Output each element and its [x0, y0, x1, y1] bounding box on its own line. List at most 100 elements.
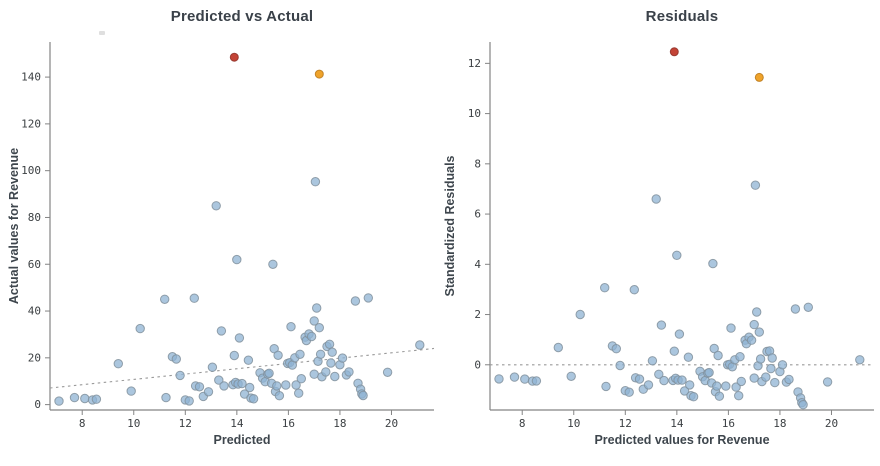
observations-point — [113, 359, 124, 369]
y-tick-label: 120 — [21, 117, 41, 130]
y-tick-label: 6 — [474, 208, 481, 221]
observations-point — [770, 377, 780, 388]
y-tick-label: 140 — [21, 71, 41, 84]
observations-point — [264, 368, 274, 378]
observations-point — [184, 396, 194, 406]
observations-point — [91, 394, 102, 404]
y-tick-label: 100 — [21, 164, 41, 177]
observations-point — [643, 380, 654, 390]
x-tick-label: 20 — [825, 417, 838, 430]
x-tick-label: 14 — [230, 417, 244, 430]
observations-point — [672, 250, 682, 261]
observations-point — [777, 360, 788, 370]
x-tick-label: 10 — [567, 417, 580, 430]
observations-point — [855, 355, 865, 365]
observations-point — [272, 381, 282, 391]
chart-predicted-vs-actual: Predicted vs Actual Actual values for Re… — [7, 8, 435, 447]
dashed-reference-line — [49, 347, 435, 389]
right-chart-x-axis-label: Predicted values for Revenue — [594, 433, 770, 447]
observations-point — [679, 386, 690, 396]
observations-point — [509, 372, 520, 382]
observations-point — [735, 352, 745, 362]
right-chart-plot-area: 8 10 12 14 16 18 20 0 2 4 6 8 10 12 — [468, 42, 874, 430]
observations-point — [337, 353, 348, 363]
y-tick-label: 80 — [28, 211, 41, 224]
observations-point — [750, 180, 761, 190]
observations-point — [326, 358, 336, 368]
observations-point — [754, 327, 764, 337]
x-tick-label: 18 — [333, 417, 346, 430]
observations-point — [736, 376, 746, 387]
observations-point — [135, 323, 145, 334]
observations-point — [321, 367, 331, 377]
observations-point — [494, 374, 504, 384]
observations-point — [126, 386, 136, 396]
outlier-orange-point — [754, 72, 764, 82]
observations-point — [232, 254, 242, 265]
observations-point — [296, 374, 306, 384]
observations-point — [211, 201, 221, 211]
observations-point — [330, 371, 340, 382]
observations-point — [704, 367, 714, 378]
observations-point — [647, 356, 658, 366]
observations-point — [237, 378, 247, 389]
observations-point — [161, 392, 171, 403]
x-tick-label: 12 — [179, 417, 192, 430]
observations-point — [708, 258, 718, 269]
y-tick-label: 60 — [28, 258, 41, 271]
observations-point — [629, 285, 640, 295]
x-tick-label: 8 — [519, 417, 526, 430]
observations-point — [654, 369, 664, 379]
observations-point — [189, 293, 200, 303]
observations-point — [685, 380, 695, 390]
observations-point — [714, 391, 725, 401]
observations-point — [790, 304, 801, 314]
observations-point — [281, 380, 291, 390]
observations-point — [726, 323, 736, 333]
observations-point — [721, 381, 731, 391]
x-tick-label: 12 — [619, 417, 632, 430]
observations-point — [761, 372, 771, 382]
observations-point — [363, 293, 373, 303]
observations-point — [382, 367, 393, 377]
left-chart-title: Predicted vs Actual — [170, 8, 314, 25]
observations-point — [659, 375, 669, 386]
observations-point — [295, 349, 305, 359]
x-tick-label: 16 — [282, 417, 295, 430]
stray-mark — [99, 31, 105, 35]
x-tick-label: 16 — [722, 417, 735, 430]
observations-point — [767, 353, 777, 363]
left-chart-x-axis-label: Predicted — [213, 433, 271, 447]
observations-point — [600, 283, 610, 293]
observations-point — [713, 350, 723, 361]
y-tick-label: 2 — [474, 308, 481, 321]
observations-point — [324, 339, 335, 349]
observations-point — [531, 376, 542, 386]
observations-point — [234, 333, 245, 343]
right-chart-title: Residuals — [645, 8, 719, 25]
observations-point — [171, 354, 182, 364]
observations-point — [749, 373, 759, 383]
observations-point — [229, 350, 240, 361]
observations-point — [314, 323, 324, 333]
x-tick-label: 14 — [670, 417, 684, 430]
outlier-orange-point — [314, 69, 324, 79]
observations-point — [601, 381, 611, 392]
observations-point — [624, 387, 634, 397]
x-tick-label: 10 — [127, 417, 140, 430]
observations-point — [291, 380, 301, 390]
observations-point — [350, 296, 361, 306]
observations-point — [80, 393, 90, 404]
observations-point — [709, 343, 719, 354]
observations-point — [327, 347, 337, 357]
observations-point — [553, 342, 564, 353]
observations-point — [309, 316, 319, 326]
y-tick-label: 40 — [28, 305, 41, 318]
observations-point — [520, 374, 530, 384]
observations-point — [286, 322, 296, 332]
observations-point — [203, 387, 214, 397]
observations-point — [243, 355, 254, 365]
observations-point — [69, 392, 80, 403]
observations-point — [294, 388, 304, 398]
